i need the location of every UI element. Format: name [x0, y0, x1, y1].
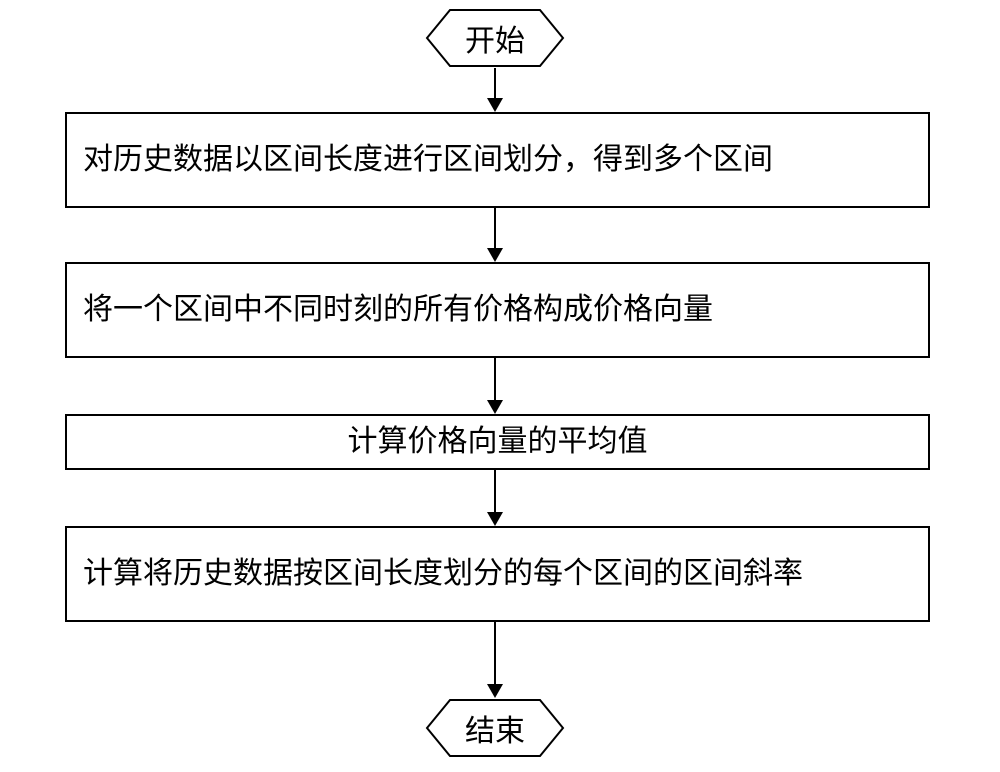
flowchart-canvas: 开始 对历史数据以区间长度进行区间划分，得到多个区间 将一个区间中不同时刻的所有…	[0, 0, 1000, 772]
edge-step1-step2	[487, 208, 503, 262]
edge-step4-end	[487, 622, 503, 698]
node-step4-label: 计算将历史数据按区间长度划分的每个区间的区间斜率	[83, 554, 912, 595]
node-end: 结束	[425, 698, 565, 758]
node-step2: 将一个区间中不同时刻的所有价格构成价格向量	[65, 262, 930, 358]
node-end-label: 结束	[465, 706, 525, 750]
node-start: 开始	[425, 8, 565, 68]
node-step1: 对历史数据以区间长度进行区间划分，得到多个区间	[65, 112, 930, 208]
edge-step3-step4	[487, 470, 503, 526]
node-step3: 计算价格向量的平均值	[65, 414, 930, 470]
edge-start-step1	[487, 68, 503, 112]
edge-step2-step3	[487, 358, 503, 414]
node-start-label: 开始	[465, 16, 525, 60]
node-step2-label: 将一个区间中不同时刻的所有价格构成价格向量	[83, 290, 912, 331]
node-step3-label: 计算价格向量的平均值	[83, 422, 912, 463]
node-step4: 计算将历史数据按区间长度划分的每个区间的区间斜率	[65, 526, 930, 622]
node-step1-label: 对历史数据以区间长度进行区间划分，得到多个区间	[83, 140, 912, 181]
